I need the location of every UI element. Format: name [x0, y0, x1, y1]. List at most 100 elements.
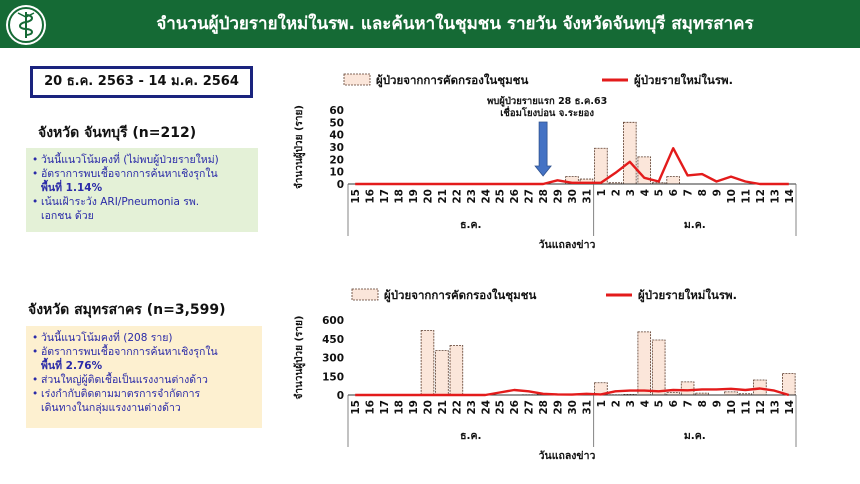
- x-tick-label: 26: [509, 400, 521, 415]
- month-label: ม.ค.: [684, 430, 706, 442]
- x-tick-label: 7: [683, 400, 695, 407]
- x-tick-label: 26: [509, 189, 521, 204]
- x-tick-label: 30: [567, 189, 579, 204]
- x-tick-label: 21: [437, 189, 449, 204]
- x-tick-label: 14: [784, 400, 796, 415]
- y-tick-label: 0: [337, 179, 344, 191]
- note-line: เน้นเฝ้าระวัง ARI/Pneumonia รพ.: [41, 196, 200, 208]
- legend-label-bar: ผู้ป่วยจากการคัดกรองในชุมชน: [376, 73, 528, 88]
- legend-label-bar: ผู้ป่วยจากการคัดกรองในชุมชน: [384, 288, 536, 303]
- note-line: ส่วนใหญ่ผู้ติดเชื้อเป็นแรงงานต่างด้าว: [41, 374, 208, 386]
- x-tick-label: 19: [408, 400, 420, 415]
- x-tick-label: 25: [495, 189, 507, 204]
- bar: [782, 373, 796, 396]
- x-tick-label: 4: [639, 189, 651, 196]
- x-tick-label: 23: [466, 189, 478, 204]
- bar: [666, 176, 680, 185]
- x-tick-label: 18: [394, 189, 406, 204]
- bar: [608, 182, 623, 185]
- x-tick-label: 17: [379, 189, 391, 204]
- bar: [651, 339, 666, 396]
- bar: [738, 393, 753, 396]
- y-tick-label: 0: [337, 390, 344, 402]
- x-axis-label: วันแถลงข่าว: [539, 450, 596, 462]
- y-axis-label: จำนวนผู้ป่วย (ราย): [293, 105, 306, 189]
- x-tick-label: 29: [553, 189, 565, 204]
- x-axis-label: วันแถลงข่าว: [539, 239, 596, 251]
- x-tick-label: 20: [422, 189, 434, 204]
- annotation-text: พบผู้ป่วยรายแรก 28 ธ.ค.63: [487, 95, 607, 108]
- chart-chanthaburi: ผู้ป่วยจากการคัดกรองในชุมชน ผู้ป่วยรายใหม…: [293, 73, 797, 251]
- note-line: พื้นที่ 1.14%: [41, 182, 103, 194]
- x-tick-label: 5: [654, 400, 666, 407]
- x-tick-label: 20: [422, 400, 434, 415]
- y-tick-label: 50: [329, 117, 344, 129]
- x-tick-label: 31: [581, 400, 593, 415]
- bar: [449, 345, 464, 396]
- note-item: เน้นเฝ้าระวัง ARI/Pneumonia รพ. เอกชน ด้ว…: [32, 195, 252, 223]
- x-tick-label: 11: [740, 189, 752, 204]
- note-line: เร่งกำกับติดตามมาตรการจำกัดการ: [41, 388, 201, 400]
- note-line: วันนี้แนวโน้มคงที่ (208 ราย): [41, 332, 173, 344]
- x-tick-label: 12: [755, 400, 767, 415]
- y-tick-label: 300: [322, 353, 344, 365]
- x-tick-label: 28: [538, 400, 550, 415]
- series-line: [355, 387, 790, 397]
- note-line: วันนี้แนวโน้มคงที่ (ไม่พบผู้ป่วยรายใหม่): [41, 154, 219, 166]
- chart-samutsakhon: ผู้ป่วยจากการคัดกรองในชุมชน ผู้ป่วยรายใหม…: [293, 288, 797, 462]
- note-item: วันนี้แนวโน้มคงที่ (208 ราย): [32, 331, 256, 345]
- note-item: อัตราการพบเชื้อจากการค้นหาเชิงรุกในพื้นท…: [32, 345, 256, 373]
- note-line: อัตราการพบเชื้อจากการค้นหาเชิงรุกใน: [41, 346, 218, 358]
- month-label: ธ.ค.: [460, 430, 481, 442]
- x-tick-label: 17: [379, 400, 391, 415]
- bar: [695, 392, 709, 396]
- x-tick-label: 25: [495, 400, 507, 415]
- note-item: วันนี้แนวโน้มคงที่ (ไม่พบผู้ป่วยรายใหม่): [32, 153, 252, 167]
- y-tick-label: 60: [329, 105, 344, 117]
- y-tick-label: 10: [329, 167, 344, 179]
- x-tick-label: 31: [581, 189, 593, 204]
- x-tick-label: 1: [596, 400, 608, 407]
- y-tick-label: 20: [329, 154, 344, 166]
- note-line: เดินทางในกลุ่มแรงงานต่างด้าว: [41, 402, 181, 414]
- province-samutsakhon-title: จังหวัด สมุทรสาคร (n=3,599): [28, 302, 226, 318]
- bar: [637, 331, 652, 396]
- samutsakhon-notes: วันนี้แนวโน้มคงที่ (208 ราย)อัตราการพบเช…: [26, 326, 262, 428]
- y-axis-label: จำนวนผู้ป่วย (ราย): [293, 316, 306, 400]
- x-tick-label: 8: [697, 189, 709, 196]
- x-tick-label: 30: [567, 400, 579, 415]
- bar: [420, 330, 435, 396]
- x-tick-label: 27: [524, 400, 536, 415]
- bar: [565, 176, 579, 185]
- bar: [435, 350, 449, 396]
- x-tick-label: 6: [668, 189, 680, 196]
- x-tick-label: 10: [726, 400, 738, 415]
- x-tick-label: 22: [451, 400, 463, 415]
- x-tick-label: 16: [365, 189, 377, 204]
- month-label: ธ.ค.: [460, 219, 481, 231]
- x-tick-label: 11: [740, 400, 752, 415]
- x-tick-label: 14: [784, 189, 796, 204]
- y-tick-label: 40: [329, 130, 344, 142]
- x-tick-label: 2: [610, 189, 622, 196]
- y-tick-label: 450: [322, 334, 344, 346]
- x-tick-label: 7: [683, 189, 695, 196]
- x-tick-label: 3: [625, 400, 637, 407]
- annotation-text: เชื่อมโยงบ่อน จ.ระยอง: [500, 105, 594, 119]
- y-tick-label: 600: [322, 315, 344, 327]
- x-tick-label: 8: [697, 400, 709, 407]
- x-tick-label: 15: [350, 400, 362, 415]
- x-tick-label: 23: [466, 400, 478, 415]
- x-tick-label: 9: [712, 189, 724, 196]
- page-title: จำนวนผู้ป่วยรายใหม่ในรพ. และค้นหาในชุมชน…: [156, 14, 754, 34]
- x-tick-label: 9: [712, 400, 724, 407]
- note-line: เอกชน ด้วย: [41, 210, 94, 222]
- x-tick-label: 24: [480, 189, 492, 204]
- legend-swatch-bar: [351, 288, 379, 301]
- note-item: อัตราการพบเชื้อจากการค้นหาเชิงรุกในพื้นท…: [32, 167, 252, 195]
- x-tick-label: 21: [437, 400, 449, 415]
- legend-label-line: ผู้ป่วยรายใหม่ในรพ.: [638, 288, 737, 303]
- legend-swatch-bar: [343, 73, 371, 86]
- x-tick-label: 29: [553, 400, 565, 415]
